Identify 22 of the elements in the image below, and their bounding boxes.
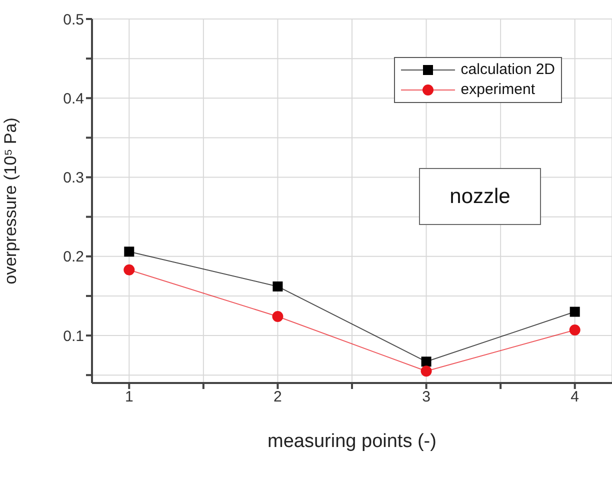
point <box>272 281 283 292</box>
y-tick-label: 0.3 <box>63 170 84 187</box>
point <box>124 264 135 276</box>
y-axis-title: overpressure (10⁵ Pa) <box>1 118 20 284</box>
point <box>272 311 284 322</box>
point <box>124 246 134 257</box>
point <box>421 356 432 367</box>
y-tick-label: 0.2 <box>63 248 84 266</box>
x-tick-label: 3 <box>422 388 430 406</box>
y-tick-label: 0.4 <box>63 90 84 108</box>
point <box>569 324 580 336</box>
x-axis-title: measuring points (-) <box>268 431 436 452</box>
x-tick-label: 1 <box>124 388 134 406</box>
point <box>570 306 580 317</box>
annotation: nozzle <box>419 168 541 225</box>
y-tick-label: 0.5 <box>63 11 84 28</box>
x-tick-label: 4 <box>570 388 580 406</box>
legend-label: experiment <box>460 80 535 100</box>
point <box>420 366 432 377</box>
x-tick-label: 2 <box>274 388 282 406</box>
legend-label: calculation 2D <box>460 60 555 80</box>
y-tick-label: 0.1 <box>63 328 84 345</box>
